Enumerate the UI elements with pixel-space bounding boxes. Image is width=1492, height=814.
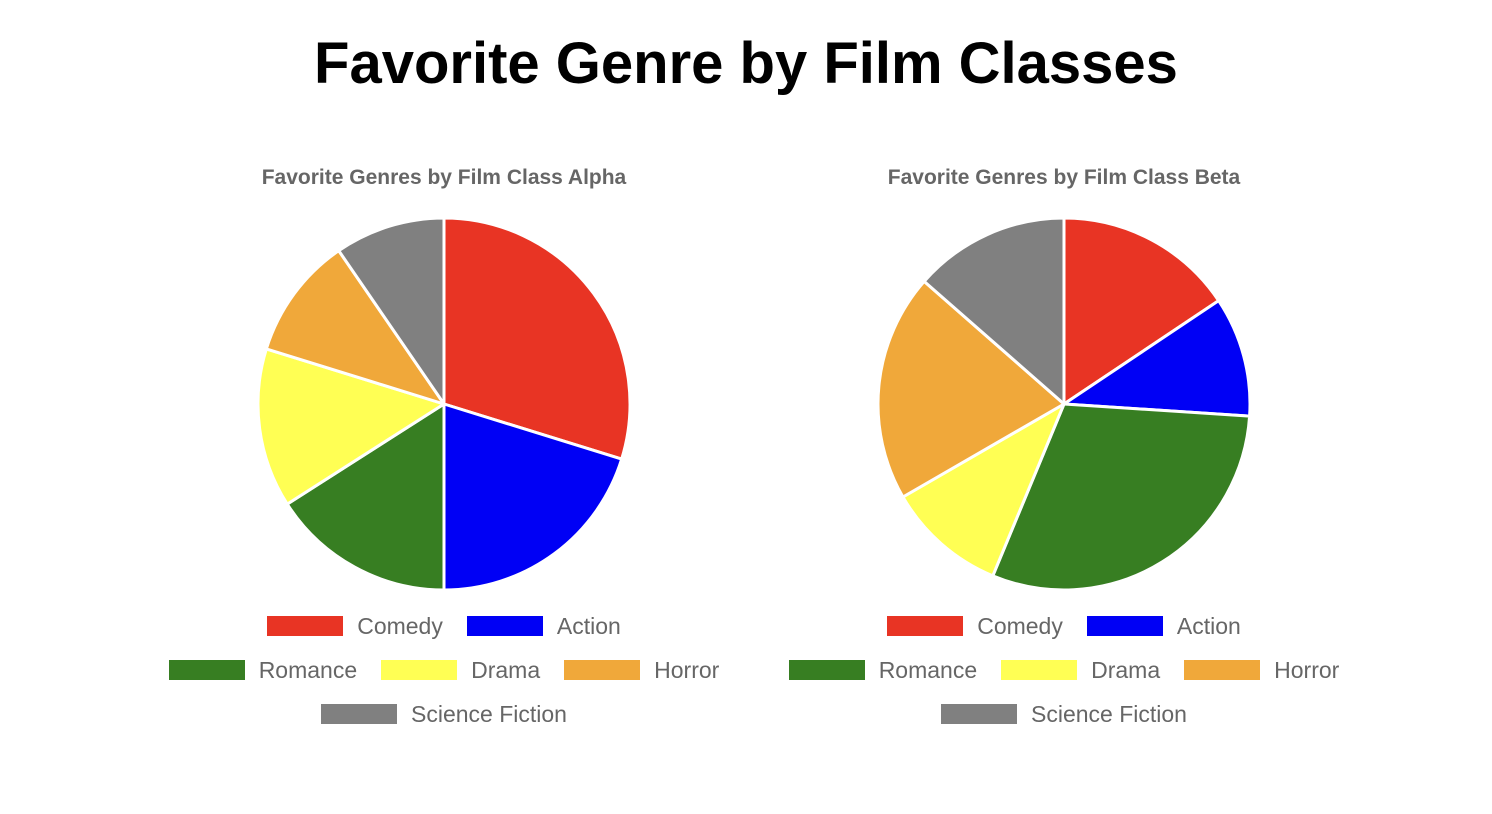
- pie-slice-beta-science-fiction: [922, 216, 1066, 406]
- legend-item-horror[interactable]: Horror: [1184, 657, 1339, 684]
- legend-swatch-horror: [564, 660, 641, 680]
- pie-slice-alpha-comedy: [442, 216, 632, 461]
- legend-row: Romance Drama Horror: [754, 648, 1374, 692]
- legend-item-action[interactable]: Action: [1086, 612, 1241, 640]
- chart-panel-beta: Favorite Genres by Film Class Beta Comed…: [754, 160, 1374, 760]
- chart-title-beta: Favorite Genres by Film Class Beta: [887, 166, 1241, 189]
- legend-swatch-science-fiction: [321, 704, 398, 724]
- pie-chart-alpha: [256, 216, 632, 592]
- legend-swatch-action: [1086, 616, 1163, 636]
- legend-swatch-comedy: [267, 616, 344, 636]
- legend-row: Science Fiction: [754, 692, 1374, 736]
- legend-item-drama[interactable]: Drama: [1001, 657, 1160, 684]
- chart-title-alpha: Favorite Genres by Film Class Alpha: [261, 166, 627, 189]
- legend-alpha: Comedy Action Romance Drama Horror Science Fi…: [134, 604, 754, 736]
- legend-label-science-fiction: Science Fiction: [1031, 700, 1187, 727]
- legend-row: Comedy Action: [754, 604, 1374, 648]
- legend-label-action: Action: [556, 612, 621, 639]
- pie-slice-beta-romance: [991, 402, 1252, 592]
- pie-slice-alpha-drama: [256, 347, 446, 506]
- legend-swatch-science-fiction: [941, 704, 1018, 724]
- legend-label-romance: Romance: [878, 656, 978, 683]
- pie-slice-alpha-action: [442, 402, 624, 592]
- pie-slice-beta-comedy: [1062, 216, 1221, 406]
- legend-beta: Comedy Action Romance Drama Horror Science Fi…: [754, 604, 1374, 736]
- legend-swatch-drama: [381, 660, 458, 680]
- pie-chart-beta: [876, 216, 1252, 592]
- pie-slice-alpha-romance: [285, 402, 446, 592]
- legend-label-comedy: Comedy: [357, 612, 443, 639]
- legend-swatch-horror: [1184, 660, 1261, 680]
- main-title: Favorite Genre by Film Classes: [314, 31, 1178, 96]
- pie-slice-beta-horror: [876, 279, 1066, 499]
- legend-item-comedy[interactable]: Comedy: [267, 613, 443, 640]
- legend-item-romance[interactable]: Romance: [788, 656, 978, 684]
- legend-swatch-romance: [788, 660, 865, 680]
- legend-item-comedy[interactable]: Comedy: [887, 613, 1063, 640]
- chart-panel-alpha: Favorite Genres by Film Class Alpha Come…: [134, 160, 754, 760]
- legend-item-horror[interactable]: Horror: [564, 657, 719, 684]
- legend-label-romance: Romance: [258, 656, 358, 683]
- legend-label-drama: Drama: [471, 656, 541, 683]
- pie-slice-beta-drama: [901, 402, 1066, 578]
- legend-row: Comedy Action: [134, 604, 754, 648]
- pie-slice-beta-action: [1062, 299, 1252, 418]
- legend-swatch-drama: [1001, 660, 1078, 680]
- legend-label-drama: Drama: [1091, 656, 1161, 683]
- legend-item-action[interactable]: Action: [466, 612, 621, 640]
- pie-slice-alpha-science-fiction: [337, 216, 446, 406]
- legend-swatch-comedy: [887, 616, 964, 636]
- legend-item-science-fiction[interactable]: Science Fiction: [321, 701, 567, 728]
- legend-label-science-fiction: Science Fiction: [411, 700, 567, 727]
- legend-label-horror: Horror: [654, 656, 720, 683]
- legend-row: Romance Drama Horror: [134, 648, 754, 692]
- pie-slice-alpha-horror: [264, 249, 446, 406]
- legend-label-horror: Horror: [1274, 656, 1340, 683]
- legend-item-drama[interactable]: Drama: [381, 657, 540, 684]
- legend-row: Science Fiction: [134, 692, 754, 736]
- legend-item-romance[interactable]: Romance: [168, 656, 358, 684]
- legend-label-action: Action: [1176, 612, 1241, 639]
- legend-label-comedy: Comedy: [977, 612, 1063, 639]
- legend-swatch-action: [466, 616, 543, 636]
- legend-item-science-fiction[interactable]: Science Fiction: [941, 701, 1187, 728]
- legend-swatch-romance: [168, 660, 245, 680]
